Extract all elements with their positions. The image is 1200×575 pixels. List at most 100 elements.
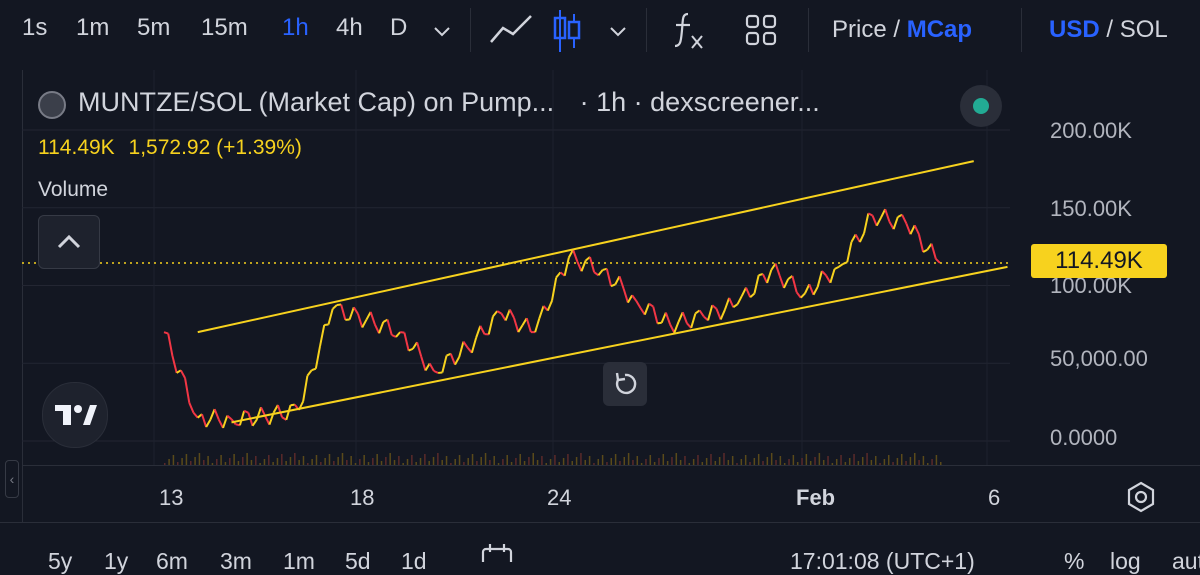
series-segment: [556, 272, 560, 277]
volume-bar: [532, 453, 534, 465]
usd-option[interactable]: USD: [1049, 16, 1100, 43]
gear-icon[interactable]: [1124, 480, 1158, 514]
series-segment: [168, 334, 172, 356]
series-segment: [738, 296, 742, 304]
series-segment: [253, 420, 257, 426]
tradingview-logo-icon: [43, 383, 107, 447]
candlestick-icon[interactable]: [552, 8, 582, 54]
chevron-down-icon[interactable]: [606, 22, 630, 42]
timeframe-1h[interactable]: 1h: [282, 14, 309, 42]
series-segment: [700, 310, 704, 316]
volume-bar: [723, 453, 725, 465]
currency-toggle[interactable]: USD / SOL: [1049, 16, 1168, 44]
series-segment: [839, 264, 843, 267]
timeframe-1m[interactable]: 1m: [76, 14, 109, 42]
volume-bar: [888, 455, 890, 465]
volume-bar: [433, 457, 435, 465]
tradingview-logo[interactable]: [42, 382, 108, 448]
series-segment: [189, 403, 193, 413]
reset-chart-button[interactable]: [603, 362, 647, 406]
volume-bar: [628, 453, 630, 465]
series-segment: [472, 338, 476, 353]
series-segment: [674, 322, 678, 333]
time-axis-label: 24: [547, 485, 571, 511]
volume-bar: [485, 453, 487, 465]
series-segment: [497, 311, 501, 313]
series-segment: [649, 304, 653, 307]
volume-bar: [194, 457, 196, 465]
price-axis-label: 50,000.00: [1050, 346, 1148, 372]
volume-bar: [936, 455, 938, 465]
series-segment: [776, 264, 780, 276]
price-mcap-toggle[interactable]: Price / MCap: [832, 16, 972, 44]
volume-bar: [897, 458, 899, 465]
series-segment: [328, 309, 332, 325]
volume-bar: [671, 457, 673, 465]
timeframe-15m[interactable]: 15m: [201, 14, 248, 42]
volume-label: Volume: [38, 178, 108, 202]
series-segment: [830, 269, 834, 283]
series-segment: [716, 309, 720, 320]
series-segment: [780, 276, 784, 288]
volume-bar: [233, 454, 235, 465]
line-chart-icon[interactable]: [489, 12, 533, 48]
series-segment: [792, 276, 796, 292]
volume-bar: [745, 455, 747, 465]
volume-bar: [710, 454, 712, 465]
chevron-left-icon[interactable]: ‹: [5, 460, 19, 498]
price-option[interactable]: Price: [832, 16, 887, 43]
mcap-option[interactable]: MCap: [907, 16, 972, 43]
volume-bar: [901, 454, 903, 465]
price-axis-label: 150.00K: [1050, 196, 1132, 222]
timeframe-4h[interactable]: 4h: [336, 14, 363, 42]
volume-bar: [866, 453, 868, 465]
timeframe-5m[interactable]: 5m: [137, 14, 170, 42]
volume-bar: [385, 457, 387, 465]
volume-bar: [363, 455, 365, 465]
series-segment: [691, 313, 695, 327]
market-status[interactable]: [960, 85, 1002, 127]
series-segment: [210, 409, 214, 420]
series-segment: [307, 370, 311, 376]
current-price-tag: 114.49K: [1031, 244, 1167, 278]
volume-bar: [515, 458, 517, 465]
volume-bar: [576, 457, 578, 465]
series-segment: [582, 260, 586, 271]
volume-bar: [827, 456, 829, 465]
series-segment: [489, 316, 493, 334]
time-axis-label: 13: [159, 485, 183, 511]
series-segment: [784, 279, 788, 288]
volume-bar: [389, 453, 391, 465]
volume-bar: [424, 454, 426, 465]
calendar-icon[interactable]: [480, 543, 514, 562]
volume-bar: [853, 454, 855, 465]
chevron-down-icon[interactable]: [430, 22, 454, 42]
trend-channel-line: [198, 161, 974, 332]
fx-icon[interactable]: [672, 10, 706, 52]
volume-bar: [554, 455, 556, 465]
volume-bar: [697, 455, 699, 465]
collapse-legend-button[interactable]: [38, 215, 100, 269]
volume-bar: [758, 454, 760, 465]
series-segment: [425, 364, 429, 371]
volume-bar: [329, 454, 331, 465]
grid-icon[interactable]: [744, 13, 778, 47]
series-segment: [172, 356, 176, 373]
timeframe-1s[interactable]: 1s: [22, 14, 47, 42]
series-segment: [910, 225, 914, 234]
volume-bar: [658, 458, 660, 465]
series-segment: [742, 288, 746, 296]
timeframe-d[interactable]: D: [390, 14, 407, 42]
volume-bar: [342, 453, 344, 465]
series-segment: [906, 223, 910, 234]
series-segment: [670, 324, 674, 332]
series-segment: [316, 346, 320, 369]
sol-option[interactable]: SOL: [1120, 16, 1168, 43]
series-segment: [278, 405, 282, 417]
volume-bar: [611, 458, 613, 465]
series-segment: [590, 257, 594, 272]
status-dot-icon: [973, 98, 989, 114]
series-segment: [657, 323, 661, 324]
series-segment: [223, 416, 227, 428]
series-segment: [480, 326, 484, 334]
